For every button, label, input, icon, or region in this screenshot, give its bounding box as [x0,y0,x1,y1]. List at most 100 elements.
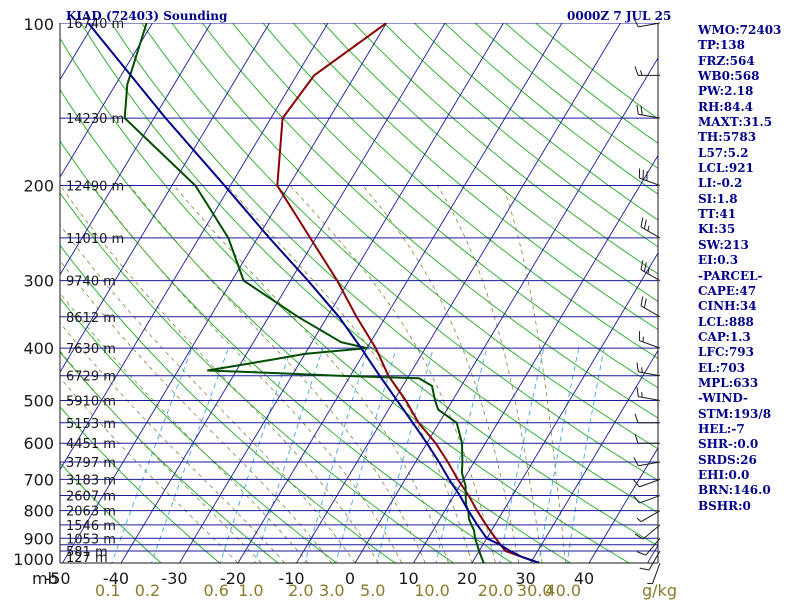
temp-tick-label: 40 [574,569,594,588]
dry-adiabat [60,244,396,563]
isotherm [529,349,658,563]
dry-adiabat [292,23,658,331]
height-label: 2063 m [66,505,116,520]
dry-adiabat [60,406,221,563]
stat-line: EHI:0.0 [698,467,750,482]
stat-line: SRDS:26 [698,452,757,467]
dry-adiabat [171,23,658,450]
height-label: 581 m [66,545,108,560]
moist-adiabat [502,185,566,563]
stat-line: -WIND- [698,391,748,406]
stat-line: SW:213 [698,237,749,252]
stat-line: WB0:568 [698,69,760,84]
height-label: 14230 m [66,112,124,127]
dry-adiabat [383,23,658,248]
mixing-ratio-line [435,347,488,563]
stat-line: TH:5783 [698,130,757,145]
height-label: 3797 m [66,456,116,471]
isotherm [178,23,505,563]
wind-barb [634,524,661,540]
height-label: 16740 m [66,17,124,32]
height-label: 9740 m [66,275,116,290]
pressure-tick-label: 200 [23,177,54,196]
wind-barb [634,413,660,424]
isotherm [60,23,329,471]
pressure-tick-label: 600 [23,434,54,453]
temp-tick-label: -40 [103,569,129,588]
wind-barb [633,457,661,467]
pressure-tick-label: 500 [23,391,54,410]
stat-line: MPL:633 [698,375,759,390]
mixing-ratio-line [304,347,369,563]
temp-tick-label: -30 [161,569,187,588]
dry-adiabat [353,23,658,275]
isotherm [120,23,446,563]
isotherm [354,57,658,563]
stat-line: CAP:1.3 [698,329,751,344]
height-label: 5910 m [66,394,116,409]
stat-line: EI:0.3 [698,253,739,268]
mixing-ratio-line [376,347,434,563]
height-label: 5153 m [66,417,116,432]
stat-line: RH:84.4 [698,99,753,114]
dry-adiabat [60,140,513,563]
pressure-tick-label: 900 [23,529,54,548]
wind-barb [640,296,661,318]
isotherm [60,23,212,276]
pressure-tick-label: 400 [23,339,54,358]
dry-adiabat [110,23,658,514]
pressure-tick-label: 700 [23,470,54,489]
stat-line: TT:41 [698,207,737,222]
dry-adiabat [60,192,455,563]
stat-line: SHR-:0.0 [698,437,759,452]
stat-line: HEL:-7 [698,421,745,436]
sounding-traces [87,23,540,563]
moist-adiabat [92,185,403,563]
stat-line: LCL:888 [698,314,754,329]
temp-tick-label: 20 [457,569,477,588]
height-label: 127 m [66,551,108,566]
mixing-ratio-tick-label: 40.0 [545,581,581,600]
mixing-ratio-tick-label: 3.0 [319,581,344,600]
mixing-ratio-tick-label: 0.1 [95,581,120,600]
pressure-tick-label: 100 [23,15,54,34]
temp-axis-unit: mb [32,569,58,588]
wind-barb [633,495,661,504]
stat-line: LI:-0.2 [698,176,743,191]
mixing-ratio-tick-label: 0.2 [135,581,160,600]
mixing-ratio-line [538,348,580,563]
wind-barb [639,550,661,571]
height-label: 3183 m [66,473,116,488]
isotherm [471,252,658,563]
isotherm [60,23,271,374]
stats-panel: WMO:72403 TP:138 FRZ:564 WB0:568 PW:2.18 RH:8… [698,23,800,514]
stat-line: TP:138 [698,38,746,53]
mixing-ratio-tick-label: 2.0 [288,581,313,600]
temp-tick-label: 30 [515,569,535,588]
valid-time: 0000Z 7 JUL 25 [567,9,672,23]
dewpoint-trace [123,23,485,563]
mixing-ratio-tick-label: 0.6 [203,581,228,600]
wind-barb [647,562,661,585]
isotherm [295,23,622,563]
dry-adiabat [60,297,338,563]
stat-line: CAPE:47 [698,283,757,298]
height-label: 11010 m [66,232,124,247]
dry-adiabat [60,462,162,563]
dry-adiabat [323,23,658,302]
stat-line: SI:1.8 [698,191,738,206]
mixing-ratio-line [111,347,193,563]
mixing-ratio-line [254,347,324,563]
wind-barb [634,66,660,76]
wind-barb [638,168,661,187]
background-lines [60,23,658,563]
dry-adiabat [201,23,658,419]
mixing-ratio-tick-label: 20.0 [478,581,514,600]
dry-adiabat [141,23,658,481]
stat-line: EL:703 [698,360,746,375]
wind-barb [633,18,661,28]
moist-adiabat [289,185,496,563]
wind-barb [636,362,661,377]
wind-barb [636,104,661,119]
